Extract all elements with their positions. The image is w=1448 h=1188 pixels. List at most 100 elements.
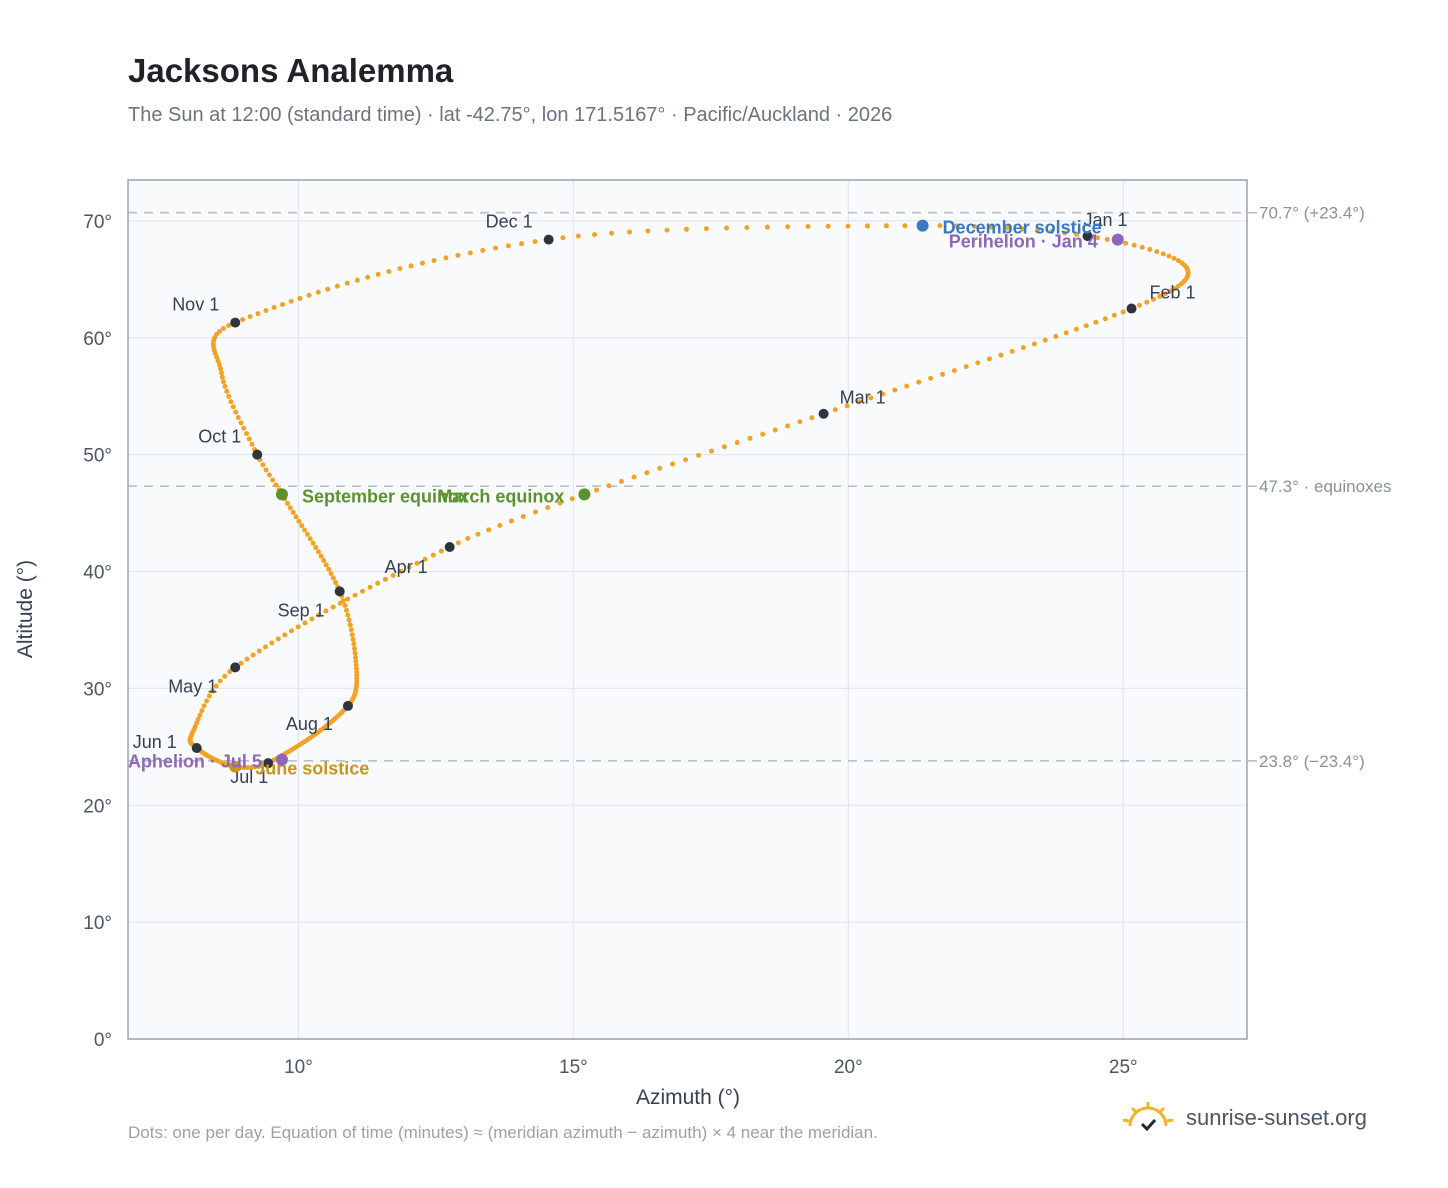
daily-dot bbox=[390, 572, 396, 578]
month-dot bbox=[1126, 303, 1137, 314]
daily-dot bbox=[296, 518, 302, 524]
y-tick-label: 20° bbox=[83, 796, 112, 817]
daily-dot bbox=[519, 241, 525, 247]
y-tick-label: 30° bbox=[83, 679, 112, 700]
month-dot bbox=[230, 662, 241, 673]
daily-dot bbox=[386, 268, 392, 274]
daily-dot bbox=[569, 496, 575, 502]
daily-dot bbox=[724, 225, 730, 231]
daily-dot bbox=[414, 560, 420, 566]
daily-dot bbox=[772, 427, 778, 433]
daily-dot bbox=[744, 225, 750, 231]
event-dot bbox=[916, 219, 929, 232]
daily-dot bbox=[1053, 334, 1059, 340]
daily-dot bbox=[382, 576, 388, 582]
daily-dot bbox=[631, 474, 637, 480]
daily-dot bbox=[883, 223, 889, 229]
event-label: Perihelion · Jan 4 bbox=[949, 232, 1098, 252]
daily-dot bbox=[269, 640, 275, 646]
chart-subtitle: The Sun at 12:00 (standard time) · lat -… bbox=[128, 104, 893, 126]
daily-dot bbox=[310, 540, 316, 546]
daily-dot bbox=[492, 245, 498, 251]
daily-dot bbox=[323, 562, 329, 568]
daily-dot bbox=[346, 617, 352, 623]
daily-dot bbox=[904, 383, 910, 389]
daily-dot bbox=[353, 658, 359, 664]
daily-dot bbox=[293, 514, 299, 520]
daily-dot bbox=[951, 367, 957, 373]
daily-dot bbox=[864, 223, 870, 229]
daily-dot bbox=[475, 531, 481, 537]
daily-dot bbox=[937, 223, 943, 229]
daily-dot bbox=[1154, 249, 1160, 255]
daily-dot bbox=[1049, 229, 1055, 235]
event-label: September equinox bbox=[302, 486, 469, 506]
month-label: Apr 1 bbox=[385, 557, 428, 577]
daily-dot bbox=[345, 612, 351, 618]
daily-dot bbox=[575, 233, 581, 239]
month-label: Nov 1 bbox=[172, 295, 219, 315]
daily-dot bbox=[328, 571, 334, 577]
daily-dot bbox=[467, 250, 473, 256]
month-label: Feb 1 bbox=[1150, 283, 1196, 303]
daily-dot bbox=[240, 317, 246, 323]
month-label: Aug 1 bbox=[286, 714, 333, 734]
daily-dot bbox=[246, 436, 252, 442]
daily-dot bbox=[351, 641, 357, 647]
daily-dot bbox=[683, 226, 689, 232]
daily-dot bbox=[330, 575, 336, 581]
daily-dot bbox=[350, 636, 356, 642]
month-dot bbox=[252, 449, 263, 460]
daily-dot bbox=[670, 461, 676, 467]
daily-dot bbox=[306, 292, 312, 298]
daily-dot bbox=[609, 230, 615, 236]
daily-dot bbox=[1073, 326, 1079, 332]
plot-background bbox=[128, 180, 1247, 1039]
daily-dot bbox=[247, 314, 253, 320]
daily-dot bbox=[353, 662, 359, 668]
daily-dot bbox=[256, 648, 262, 654]
daily-dot bbox=[217, 678, 223, 684]
daily-dot bbox=[288, 298, 294, 304]
month-label: Dec 1 bbox=[486, 212, 533, 232]
daily-dot bbox=[1172, 286, 1178, 292]
daily-dot bbox=[465, 536, 471, 542]
daily-dot bbox=[195, 716, 201, 722]
daily-dot bbox=[334, 283, 340, 289]
month-dot bbox=[334, 586, 345, 597]
daily-dot bbox=[348, 627, 354, 633]
daily-dot bbox=[545, 505, 551, 511]
brand[interactable]: sunrise-sunset.org bbox=[1120, 1100, 1367, 1136]
daily-dot bbox=[206, 693, 212, 699]
daily-dot bbox=[406, 564, 412, 570]
daily-dot bbox=[825, 223, 831, 229]
daily-dot bbox=[520, 513, 526, 519]
daily-dot bbox=[1123, 240, 1129, 246]
daily-dot bbox=[986, 356, 992, 362]
daily-dot bbox=[345, 596, 351, 602]
daily-dot bbox=[1031, 341, 1037, 347]
x-axis-title: Azimuth (°) bbox=[636, 1086, 740, 1109]
brand-name[interactable]: sunrise-sunset.org bbox=[1186, 1105, 1367, 1130]
daily-dot bbox=[219, 374, 225, 380]
daily-dot bbox=[1004, 225, 1010, 231]
daily-dot bbox=[315, 289, 321, 295]
daily-dot bbox=[592, 232, 598, 238]
daily-dot bbox=[438, 548, 444, 554]
daily-dot bbox=[618, 478, 624, 484]
daily-dot bbox=[1139, 244, 1145, 250]
daily-dot bbox=[1166, 253, 1172, 259]
daily-dot bbox=[260, 462, 266, 468]
daily-dot bbox=[721, 444, 727, 450]
daily-dot bbox=[353, 666, 359, 672]
daily-dot bbox=[1151, 296, 1157, 302]
daily-dot bbox=[354, 277, 360, 283]
daily-dot bbox=[226, 393, 232, 399]
daily-dot bbox=[344, 280, 350, 286]
month-label: May 1 bbox=[168, 676, 217, 696]
daily-dot bbox=[508, 518, 514, 524]
x-tick-label: 10° bbox=[284, 1057, 313, 1078]
daily-dot bbox=[263, 308, 269, 314]
y-tick-label: 0° bbox=[94, 1030, 112, 1051]
daily-dot bbox=[430, 552, 436, 558]
